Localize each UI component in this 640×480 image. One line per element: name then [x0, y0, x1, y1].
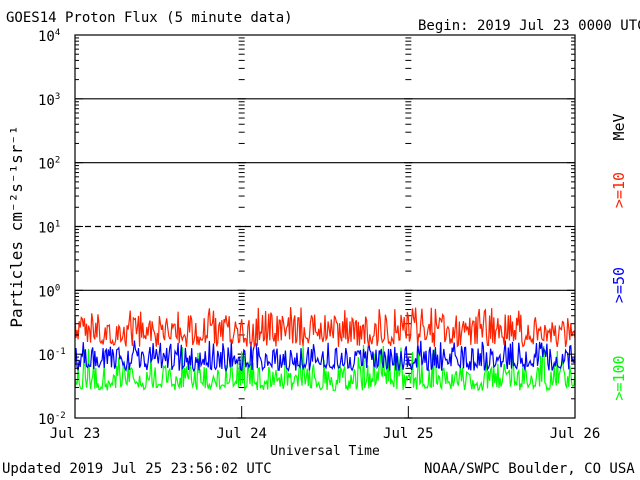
- x-tick-label: Jul 26: [550, 426, 601, 442]
- updated-timestamp: Updated 2019 Jul 25 23:56:02 UTC: [2, 461, 272, 477]
- data-source: NOAA/SWPC Boulder, CO USA: [424, 461, 635, 477]
- y-tick-label: 103: [38, 92, 60, 109]
- x-axis-label: Universal Time: [270, 444, 380, 459]
- series-line-0: [74, 307, 576, 349]
- legend-entry: >=10: [610, 172, 628, 208]
- series-line-1: [74, 340, 576, 373]
- legend-unit: MeV: [610, 113, 628, 140]
- series-line-2: [74, 344, 576, 392]
- y-axis-label: Particles cm⁻²s⁻¹sr⁻¹: [7, 125, 26, 327]
- legend-entry: >=50: [610, 267, 628, 303]
- begin-date: Begin: 2019 Jul 23 0000 UTC: [418, 18, 640, 34]
- chart-title: GOES14 Proton Flux (5 minute data): [6, 10, 293, 26]
- x-tick-label: Jul 25: [383, 426, 434, 442]
- x-tick-label: Jul 23: [50, 426, 101, 442]
- y-tick-label: 10-1: [38, 347, 66, 364]
- y-tick-label: 101: [38, 220, 60, 237]
- y-tick-label: 102: [38, 156, 60, 173]
- x-tick-label: Jul 24: [216, 426, 267, 442]
- y-tick-label: 100: [38, 283, 60, 300]
- y-tick-label: 104: [38, 28, 60, 45]
- legend-entry: >=100: [610, 355, 628, 400]
- y-tick-label: 10-2: [38, 411, 66, 428]
